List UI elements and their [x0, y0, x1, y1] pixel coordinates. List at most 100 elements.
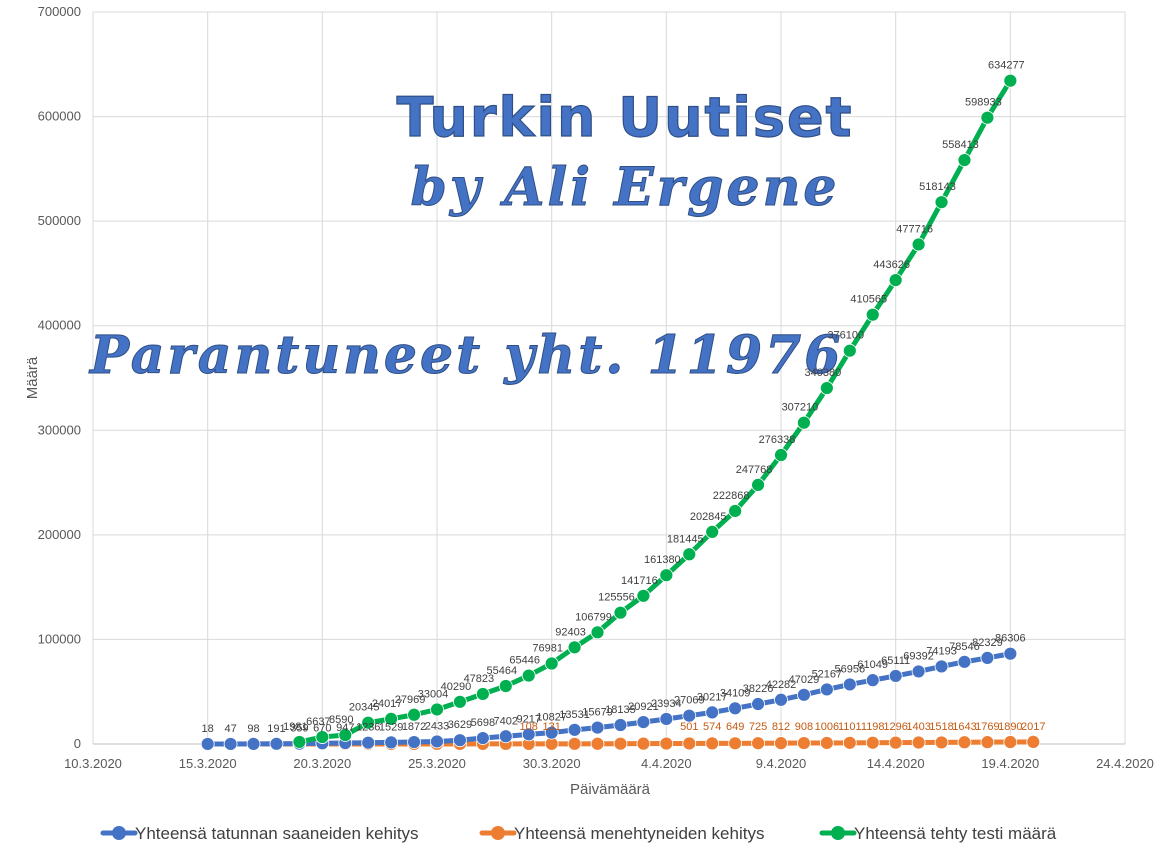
legend-marker [491, 826, 505, 840]
data-label: 1872 [402, 721, 426, 733]
data-label: 27969 [395, 694, 426, 706]
y-tick-label: 700000 [38, 4, 81, 19]
data-label: 18135 [605, 704, 636, 716]
y-tick-label: 100000 [38, 631, 81, 646]
data-point [361, 715, 376, 730]
data-label: 574 [703, 721, 721, 733]
data-point [338, 728, 353, 742]
data-label: 908 [795, 721, 813, 733]
data-point [453, 694, 467, 709]
data-label: 1296 [883, 721, 907, 733]
data-label: 191 [267, 723, 285, 735]
data-label: 7402 [494, 715, 518, 727]
data-label: 42282 [766, 679, 797, 691]
data-point [934, 195, 949, 210]
data-point [980, 735, 995, 750]
data-label: 23934 [651, 698, 682, 710]
data-point [361, 735, 376, 750]
data-label: 2433 [425, 720, 449, 732]
data-label: 340380 [805, 367, 842, 379]
data-label: 477716 [896, 223, 933, 235]
data-point [430, 734, 444, 749]
data-point [888, 273, 903, 287]
x-tick-label: 19.4.2020 [981, 756, 1039, 771]
data-label: 24017 [372, 698, 403, 710]
watermark: Turkin Uutiset by Ali Ergene Parantuneet… [88, 85, 853, 386]
legend: Yhteensä tatunnan saaneiden kehitys Yhtee… [100, 824, 1057, 843]
data-point [407, 735, 421, 749]
y-tick-label: 200000 [38, 527, 81, 542]
legend-label: Yhteensä tatunnan saaneiden kehitys [135, 824, 419, 843]
data-label: 1643 [952, 721, 976, 733]
data-point [888, 669, 903, 683]
data-label: 443626 [873, 259, 910, 271]
y-axis-title: Määrä [24, 356, 41, 399]
data-label: 598933 [965, 97, 1002, 109]
data-label: 47029 [789, 674, 820, 686]
y-tick-label: 500000 [38, 213, 81, 228]
data-label: 15679 [582, 707, 613, 719]
data-label: 1518 [929, 721, 953, 733]
data-label: 247768 [736, 464, 773, 476]
data-point [728, 736, 743, 751]
data-label: 276338 [759, 434, 796, 446]
y-tick-label: 300000 [38, 422, 81, 437]
data-point [751, 736, 765, 751]
data-point [521, 668, 536, 683]
data-label: 55464 [487, 665, 518, 677]
data-point [751, 697, 765, 711]
data-point [911, 237, 926, 252]
data-point [728, 701, 743, 716]
data-point [659, 736, 674, 751]
x-tick-label: 10.3.2020 [64, 756, 122, 771]
data-label: 1198 [861, 721, 885, 733]
data-label: 34109 [720, 687, 751, 699]
data-label: 1981 [283, 721, 307, 733]
data-point [567, 736, 582, 751]
legend-item: Yhteensä tehty testi määrä [819, 824, 1057, 843]
data-point [774, 692, 788, 707]
data-point [957, 654, 972, 669]
data-point [682, 708, 697, 723]
data-point [567, 640, 582, 655]
data-point [1003, 73, 1018, 88]
data-label: 5698 [471, 717, 495, 729]
data-point [498, 729, 513, 744]
legend-item: Yhteensä tatunnan saaneiden kehitys [100, 824, 419, 843]
watermark-author: by Ali Ergene [411, 157, 840, 218]
data-point [980, 110, 995, 125]
data-point [544, 656, 559, 671]
data-point [636, 715, 651, 730]
data-label: 501 [680, 721, 698, 733]
data-label: 108 [520, 721, 538, 733]
data-point [774, 448, 788, 462]
data-label: 1769 [975, 721, 999, 733]
data-label: 47823 [464, 673, 495, 685]
x-tick-label: 4.4.2020 [641, 756, 692, 771]
data-point [269, 736, 284, 751]
data-point [1003, 735, 1018, 749]
data-label: 92403 [555, 626, 586, 638]
data-label: 27069 [674, 695, 705, 707]
data-point [797, 687, 811, 702]
data-point [475, 731, 490, 745]
data-point [613, 605, 628, 620]
data-point [797, 415, 811, 430]
data-label: 9217 [516, 713, 540, 725]
data-label: 106799 [575, 611, 612, 623]
data-point [705, 524, 720, 539]
legend-item: Yhteensä menehtyneiden kehitys [479, 824, 764, 843]
data-label: 202845 [690, 511, 727, 523]
data-point [957, 153, 972, 167]
data-point [842, 677, 857, 692]
data-label: 141716 [621, 575, 658, 587]
data-label: 38226 [743, 683, 774, 695]
data-point [636, 588, 651, 603]
data-point [842, 343, 857, 358]
data-label: 1236 [356, 722, 380, 734]
data-point [453, 733, 467, 748]
data-label: 634277 [988, 60, 1025, 72]
data-point [613, 718, 628, 732]
